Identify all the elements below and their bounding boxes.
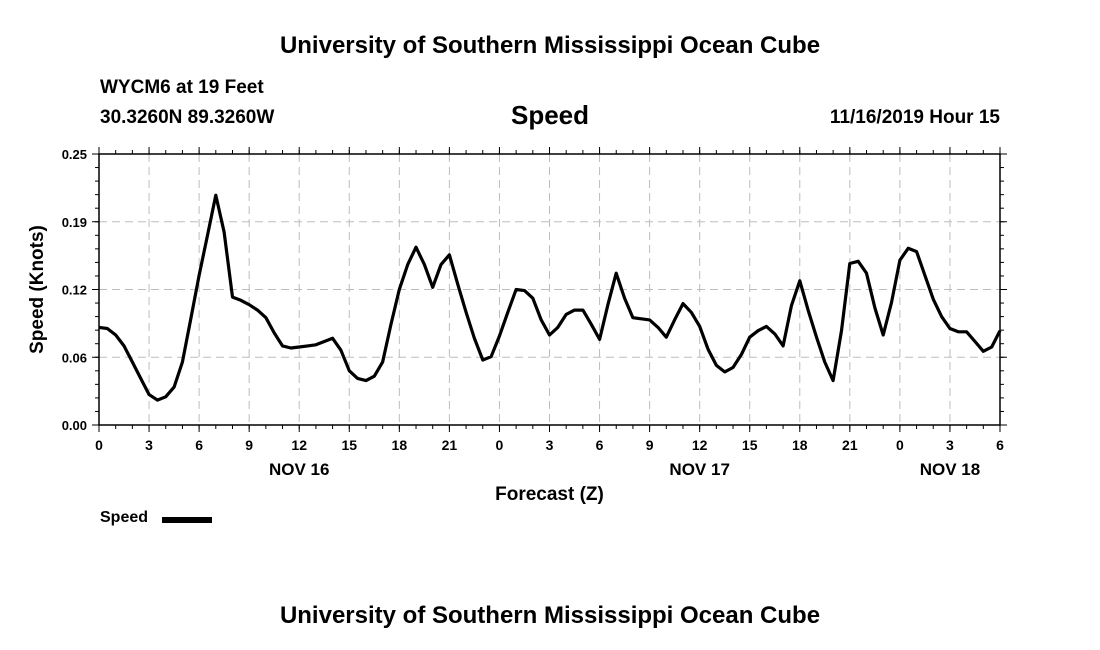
x-tick-label: 18 (392, 437, 408, 453)
date-label: NOV 16 (269, 460, 329, 479)
x-tick-label: 6 (195, 437, 203, 453)
x-tick-label: 12 (692, 437, 708, 453)
y-axis-label: Speed (Knots) (27, 225, 48, 354)
x-tick-labels: 0 3 6 9 12 15 18 21 0 3 6 9 12 15 18 21 0 3 6 (95, 437, 1004, 453)
x-tick-label: 21 (842, 437, 858, 453)
x-tick-label: 3 (946, 437, 954, 453)
x-tick-label: 0 (896, 437, 904, 453)
legend-label: Speed (100, 509, 149, 526)
x-tick-label: 0 (95, 437, 103, 453)
x-tick-label: 3 (145, 437, 153, 453)
x-tick-label: 6 (996, 437, 1004, 453)
station-label: WYCM6 at 19 Feet (100, 77, 264, 98)
plot-frame (98, 153, 1001, 426)
y-tick-labels: 0.00 0.06 0.12 0.19 0.25 (62, 147, 87, 433)
legend-line-swatch (162, 517, 212, 523)
x-tick-label: 9 (646, 437, 654, 453)
x-tick-label: 3 (546, 437, 554, 453)
date-label: NOV 18 (920, 460, 980, 479)
grid-lines (99, 154, 1000, 425)
chart-title-bottom: University of Southern Mississippi Ocean… (279, 602, 821, 629)
date-labels: NOV 16 NOV 17 NOV 18 (269, 460, 980, 479)
y-tick-label: 0.19 (62, 215, 87, 230)
x-tick-label: 6 (596, 437, 604, 453)
x-tick-label: 12 (291, 437, 307, 453)
x-tick-label: 0 (496, 437, 504, 453)
y-tick-label: 0.06 (62, 350, 87, 365)
speed-series-line (98, 193, 1002, 402)
y-tick-label: 0.25 (62, 147, 87, 162)
x-tick-label: 9 (245, 437, 253, 453)
x-axis-label: Forecast (Z) (495, 484, 604, 505)
chart-title-top: University of Southern Mississippi Ocean… (279, 32, 821, 59)
datetime-label: 11/16/2019 Hour 15 (829, 107, 1000, 128)
date-label: NOV 17 (669, 460, 729, 479)
coordinates-label: 30.3260N 89.3260W (100, 107, 275, 128)
y-tick-label: 0.00 (62, 418, 87, 433)
x-tick-label: 21 (442, 437, 458, 453)
x-tick-label: 15 (742, 437, 758, 453)
y-tick-label: 0.12 (62, 283, 87, 298)
x-tick-label: 18 (792, 437, 808, 453)
x-tick-label: 15 (341, 437, 357, 453)
variable-title: Speed (510, 100, 590, 130)
